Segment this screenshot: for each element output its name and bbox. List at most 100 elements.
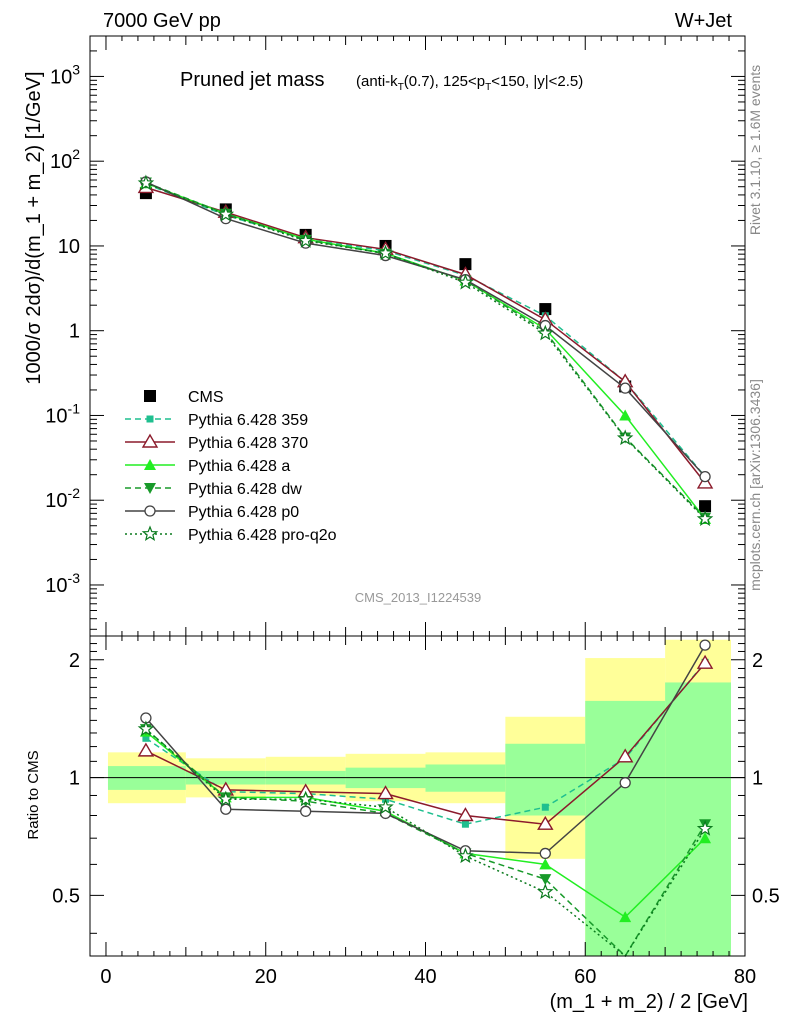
ratio-series-layer [137, 639, 714, 958]
ratio-point-p370-3 [377, 785, 394, 800]
y-axis-label: 1000/σ 2dσ)/d(m_1 + m_2) [1/GeV] [23, 71, 45, 384]
y-tick-label-10e3: 103 [50, 61, 80, 88]
series-proq2o [137, 174, 714, 527]
ratio-point-p0-7 [699, 639, 711, 651]
ratio-point-a-6 [619, 911, 632, 923]
ratio-tick-label-right-1: 1 [752, 768, 763, 790]
ratio-point-p370-6 [616, 748, 634, 763]
band-inner-bin-5 [505, 743, 586, 816]
x-axis-label: (m_1 + m_2) / 2 [GeV] [550, 991, 748, 1013]
band-inner-bin-7 [665, 682, 731, 956]
point-p0-6 [619, 382, 631, 394]
chart-subtitle: (anti-kT(0.7), 125<pT<150, |y|<2.5) [356, 73, 583, 93]
ratio-point-p359-5 [541, 803, 549, 811]
point-proq2o-3 [377, 244, 394, 261]
ratio-line-p370 [145, 662, 706, 825]
point-proq2o-7 [696, 510, 714, 527]
ratio-point-proq2o-1 [217, 790, 235, 807]
legend-marker-p0 [144, 505, 156, 517]
ratio-point-proq2o-7 [696, 820, 714, 836]
y-tick-label-1: 1 [69, 321, 80, 343]
point-cms-5 [539, 303, 552, 316]
series-line-p0 [145, 181, 706, 478]
legend-marker-dw [144, 483, 156, 494]
y-tick-label-10e-1: 10-1 [45, 400, 80, 427]
analysis-watermark: CMS_2013_I1224539 [355, 590, 482, 605]
point-proq2o-5 [537, 324, 554, 341]
series-line-p359 [145, 183, 706, 478]
ratio-point-proq2o-3 [377, 798, 394, 815]
ratio-point-a-7 [699, 832, 712, 844]
legend-marker-p359 [146, 415, 154, 423]
legend-entry-p0: Pythia 6.428 p0 [125, 504, 299, 521]
ratio-tick-label-left-0.5: 0.5 [52, 885, 80, 907]
x-tick-label-60: 60 [574, 966, 596, 988]
ratio-point-dw-5 [539, 874, 552, 886]
y-tick-label-10: 10 [58, 236, 80, 258]
point-cms-4 [459, 258, 472, 271]
main-plot-frame [89, 35, 746, 637]
ratio-point-p370-7 [696, 654, 714, 669]
ratio-line-p0 [145, 644, 706, 855]
main-series-layer [137, 174, 714, 527]
x-tick-label-0: 0 [100, 966, 111, 988]
ratio-point-proq2o-2 [297, 790, 314, 807]
ratio-point-p0-1 [220, 803, 232, 815]
x-tick-label-20: 20 [255, 966, 277, 988]
ratio-plot-frame [89, 635, 746, 957]
ratio-point-p370-4 [457, 807, 474, 822]
y-tick-label-10e-3: 10-3 [45, 570, 80, 597]
ratio-series-proq2o [137, 720, 714, 958]
legend-entry-p370: Pythia 6.428 370 [125, 433, 308, 452]
ratio-point-proq2o-0 [137, 720, 155, 737]
y-tick-label-10e2: 102 [50, 146, 80, 173]
legend-label-p359: Pythia 6.428 359 [188, 412, 308, 429]
ratio-point-p0-6 [619, 777, 631, 789]
ratio-point-a-5 [539, 858, 552, 870]
plot-frames [89, 35, 746, 957]
legend-label-cms: CMS [188, 389, 224, 406]
source-reference-label: mcplots.cern.ch [arXiv:1306.3436] [747, 379, 763, 591]
band-inner-bin-4 [425, 764, 506, 792]
series-line-proq2o [145, 182, 706, 520]
ratio-axis-label: Ratio to CMS [25, 750, 42, 839]
legend-label-p370: Pythia 6.428 370 [188, 435, 308, 452]
legend-entry-proq2o: Pythia 6.428 pro-q2o [125, 525, 337, 544]
series-line-p370 [145, 186, 706, 484]
legend-label-p0: Pythia 6.428 p0 [188, 504, 299, 521]
legend-marker-p370 [141, 433, 159, 448]
legend-label-a: Pythia 6.428 a [188, 458, 290, 475]
rivet-version-label: Rivet 3.1.10, ≥ 1.6M events [747, 65, 763, 235]
x-tick-label-80: 80 [734, 966, 756, 988]
ratio-tick-label-right-2: 2 [752, 650, 763, 672]
point-proq2o-6 [616, 429, 634, 446]
legend-entry-dw: Pythia 6.428 dw [125, 481, 302, 498]
axis-ticks [90, 35, 746, 956]
ratio-uncertainty-bands [107, 639, 731, 956]
chart-title: Pruned jet mass [180, 69, 325, 91]
point-a-6 [619, 409, 632, 421]
point-cms-7 [699, 500, 712, 513]
point-p0-7 [699, 470, 711, 483]
point-proq2o-1 [217, 205, 235, 222]
ratio-point-proq2o-5 [536, 883, 554, 900]
legend-marker-cms [144, 390, 156, 402]
ratio-tick-label-left-2: 2 [69, 650, 80, 672]
ratio-point-p359-4 [461, 820, 469, 828]
ratio-point-p370-0 [137, 742, 155, 757]
legend-label-dw: Pythia 6.428 dw [188, 481, 302, 498]
tick-labels: 0 20 40 60 80 10-3 10-2 10-1 1 10 102 103 0.5 0.5 1 1 2 2 [45, 61, 780, 988]
header-right-label: W+Jet [675, 10, 733, 32]
point-proq2o-2 [297, 232, 314, 248]
header-left-label: 7000 GeV pp [103, 10, 221, 32]
legend-entry-cms: CMS [144, 389, 224, 406]
point-proq2o-4 [457, 273, 474, 290]
x-tick-label-40: 40 [414, 966, 436, 988]
ratio-point-p359-0 [142, 734, 150, 742]
legend-entry-p359: Pythia 6.428 359 [125, 412, 308, 429]
ratio-point-p0-5 [539, 847, 551, 860]
legend-marker-proq2o [141, 525, 159, 542]
legend-entry-a: Pythia 6.428 a [125, 458, 290, 475]
ratio-line-dw [145, 728, 706, 958]
